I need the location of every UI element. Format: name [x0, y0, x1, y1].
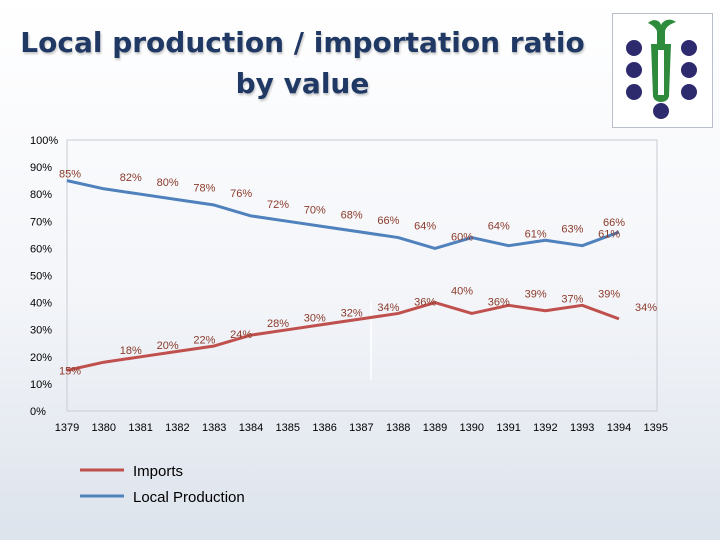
data-label: 37% [561, 294, 583, 306]
slide-title: Local production / importation ratio by … [20, 22, 585, 104]
data-label: 32% [341, 307, 363, 319]
data-label: 64% [414, 221, 436, 233]
series-line-imports [66, 301, 620, 372]
x-axis: 1379 1380 1381 1382 1383 1384 1385 1386 1387 1388… [55, 422, 668, 434]
x-tick-label: 1394 [607, 422, 631, 434]
data-label: 82% [120, 172, 142, 184]
grapes-icon [626, 40, 697, 119]
x-tick-label: 1379 [55, 422, 79, 434]
x-tick-label: 1388 [386, 422, 410, 434]
data-label: 66% [603, 217, 625, 229]
data-label: 24% [230, 329, 252, 341]
x-tick-label: 1384 [239, 422, 263, 434]
data-label: 18% [120, 345, 142, 357]
data-label: 22% [193, 334, 215, 346]
y-tick-label: 90% [30, 162, 52, 174]
data-label: 30% [304, 313, 326, 325]
data-label: 36% [414, 296, 436, 308]
x-tick-label: 1386 [312, 422, 336, 434]
slide-title-line-1: Local production / importation ratio [20, 26, 585, 59]
x-tick-label: 1380 [92, 422, 116, 434]
data-label: 63% [561, 223, 583, 235]
data-label: 28% [267, 318, 289, 330]
y-tick-label: 10% [30, 379, 52, 391]
y-tick-label: 80% [30, 189, 52, 201]
series-lines [66, 179, 620, 372]
y-tick-label: 70% [30, 216, 52, 228]
x-tick-label: 1392 [533, 422, 557, 434]
data-label: 40% [451, 286, 473, 298]
y-tick-label: 0% [30, 406, 46, 418]
data-label: 70% [304, 204, 326, 216]
data-label: 34% [635, 302, 657, 314]
x-tick-label: 1391 [496, 422, 520, 434]
data-label: 15% [59, 365, 81, 377]
y-tick-label: 60% [30, 243, 52, 255]
legend-label-local-production: Local Production [133, 489, 245, 506]
data-label: 34% [377, 302, 399, 314]
data-label: 85% [59, 169, 81, 181]
data-label: 36% [488, 296, 510, 308]
y-tick-label: 30% [30, 325, 52, 337]
plot-area [66, 139, 658, 412]
data-label: 61% [598, 229, 620, 241]
data-label: 80% [157, 177, 179, 189]
x-tick-label: 1395 [644, 422, 668, 434]
series-line-local-production [66, 179, 620, 250]
data-label: 66% [377, 215, 399, 227]
data-label: 72% [267, 199, 289, 211]
grape-cluster-logo [612, 13, 713, 128]
data-label: 39% [598, 288, 620, 300]
y-tick-label: 100% [30, 135, 58, 147]
y-axis: 0% 10% 20% 30% 40% 50% 60% 70% 80% 90% 100% [30, 135, 58, 418]
data-label: 78% [193, 183, 215, 195]
x-tick-label: 1389 [423, 422, 447, 434]
slide-title-line-2: by value [235, 67, 370, 100]
x-tick-label: 1383 [202, 422, 226, 434]
data-label: 39% [525, 288, 547, 300]
y-tick-label: 50% [30, 271, 52, 283]
data-label: 60% [451, 231, 473, 243]
y-tick-label: 20% [30, 352, 52, 364]
legend: Imports Local Production [80, 463, 245, 506]
data-label: 20% [157, 340, 179, 352]
x-tick-label: 1382 [165, 422, 189, 434]
data-labels: 15% 18% 20% 22% 24% 28% 30% 32% 34% 36% 40% 36% 39% 3… [59, 169, 657, 378]
data-label: 76% [230, 188, 252, 200]
x-tick-label: 1381 [128, 422, 152, 434]
grape-stem-icon [648, 19, 676, 102]
x-tick-label: 1393 [570, 422, 594, 434]
grape-cluster-icon [626, 19, 697, 119]
y-tick-label: 40% [30, 298, 52, 310]
data-label: 68% [341, 210, 363, 222]
x-tick-label: 1390 [460, 422, 484, 434]
legend-label-imports: Imports [133, 463, 183, 480]
data-label: 61% [525, 229, 547, 241]
data-label: 64% [488, 221, 510, 233]
x-tick-label: 1385 [276, 422, 300, 434]
x-tick-label: 1387 [349, 422, 373, 434]
